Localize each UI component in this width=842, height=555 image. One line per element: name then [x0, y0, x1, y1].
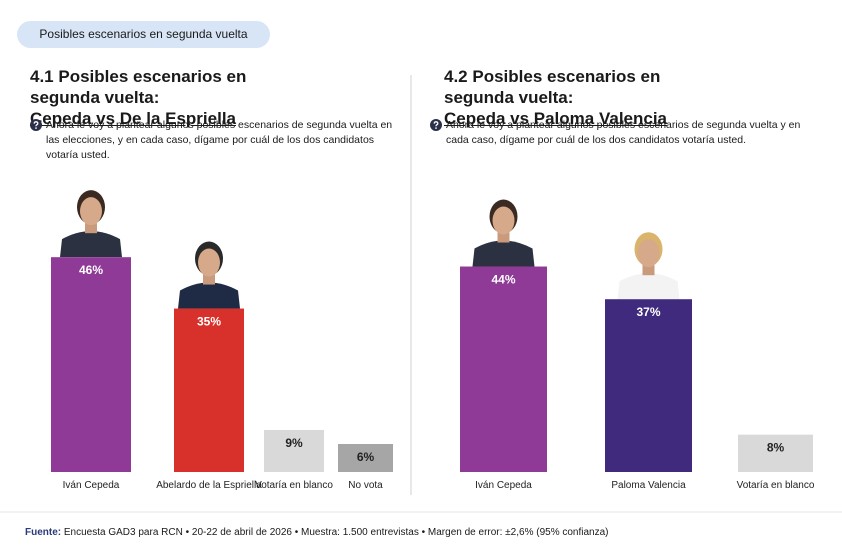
- bar: [605, 299, 692, 472]
- footer: Fuente: Encuesta GAD3 para RCN • 20-22 d…: [25, 527, 609, 538]
- source-label: Fuente:: [25, 527, 62, 538]
- candidate-photo: [617, 232, 680, 300]
- category-label: Abelardo de la Espriella: [156, 480, 262, 491]
- photo-body: [60, 231, 122, 258]
- title-emphasis: Cepeda vs De la Espriella: [30, 109, 236, 128]
- photo-body: [617, 273, 680, 300]
- photo-face: [80, 197, 102, 226]
- value-label: 37%: [636, 305, 660, 319]
- bar: [51, 257, 131, 472]
- chart-title: 4.1 Posibles escenarios en segunda vuelt…: [30, 66, 292, 129]
- candidate-photo: [472, 199, 535, 267]
- bar: [264, 429, 324, 472]
- bar: [174, 308, 244, 472]
- photo-face: [492, 206, 515, 235]
- value-label: 9%: [285, 436, 303, 450]
- category-label: Iván Cepeda: [475, 480, 532, 491]
- title-text: 4.2 Posibles escenarios en segunda vuelt…: [444, 67, 661, 107]
- title-text: 4.1 Posibles escenarios en segunda vuelt…: [30, 67, 247, 107]
- candidate-photo: [60, 190, 122, 258]
- photo-neck: [497, 232, 510, 243]
- category-label: Paloma Valencia: [611, 480, 686, 491]
- value-label: 44%: [491, 273, 515, 287]
- category-label: Votaría en blanco: [255, 480, 333, 491]
- question-text: Ahora le voy a plantear algunos posibles…: [446, 119, 801, 146]
- photo-neck: [203, 274, 215, 285]
- question-text: Ahora le voy a plantear algunos posibles…: [46, 119, 393, 161]
- title-emphasis: Cepeda vs Paloma Valencia: [444, 109, 668, 128]
- bar: [338, 443, 393, 472]
- photo-body: [178, 282, 240, 309]
- photo-face: [198, 248, 220, 277]
- question: Ahora le voy a plantear algunos posibles…: [30, 118, 396, 163]
- value-label: 8%: [767, 441, 785, 455]
- bar: [738, 434, 813, 472]
- source-text: Encuesta GAD3 para RCN • 20-22 de abril …: [63, 527, 609, 538]
- photo-neck: [85, 223, 97, 234]
- category-label: Iván Cepeda: [63, 480, 120, 491]
- value-label: 6%: [357, 450, 375, 464]
- photo-face: [637, 239, 660, 268]
- chart-title: 4.2 Posibles escenarios en segunda vuelt…: [444, 66, 706, 129]
- value-label: 35%: [197, 315, 221, 329]
- photo-body: [472, 240, 535, 267]
- photo-neck: [642, 265, 655, 276]
- value-label: 46%: [79, 263, 103, 277]
- question-icon: [430, 119, 442, 131]
- section-tab: Posibles escenarios en segunda vuelta: [17, 21, 270, 48]
- category-label: No vota: [348, 480, 383, 491]
- question-icon: [30, 119, 42, 131]
- question: Ahora le voy a plantear algunos posibles…: [430, 118, 821, 148]
- category-label: Votaría en blanco: [737, 480, 815, 491]
- bar: [460, 266, 547, 472]
- candidate-photo: [178, 241, 240, 309]
